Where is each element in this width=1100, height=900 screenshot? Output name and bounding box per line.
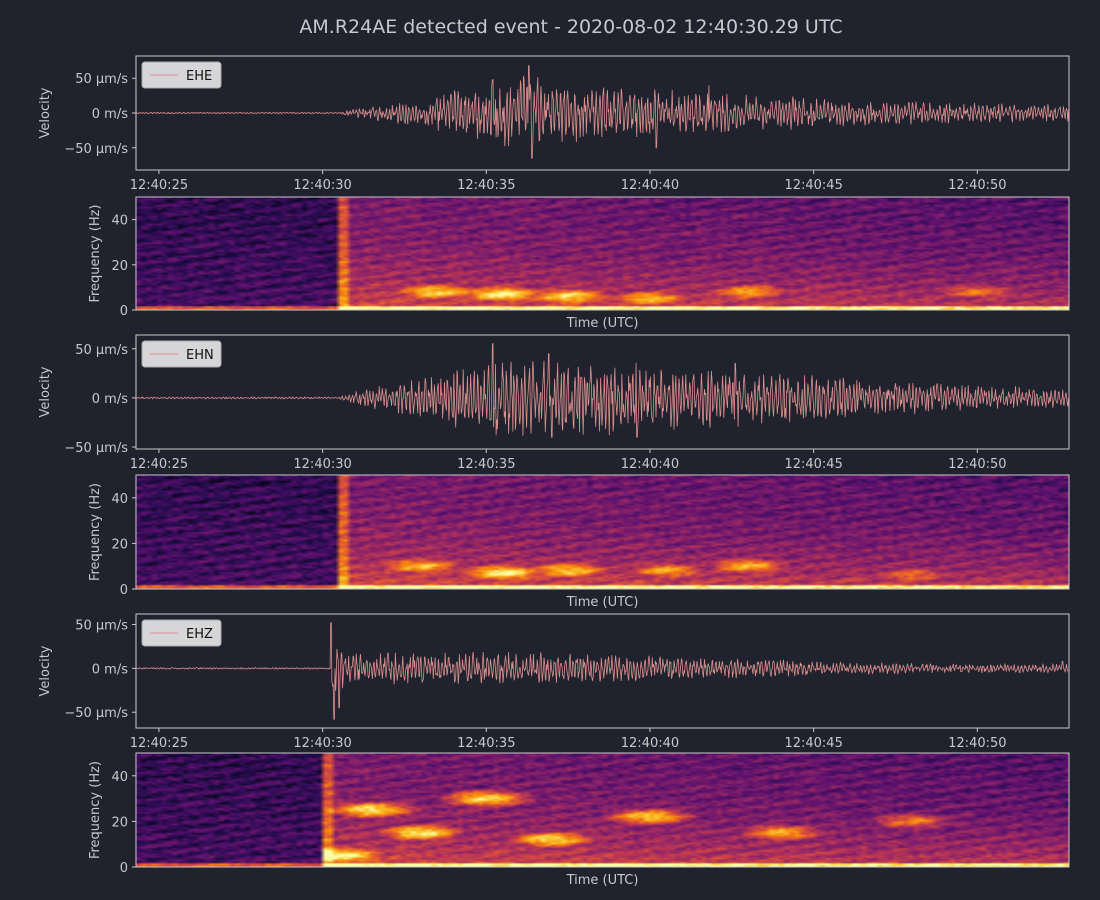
spectrogram-heatmap	[136, 475, 1069, 589]
spectrogram-heatmap	[136, 753, 1069, 867]
y-tick-label: −50 µm/s	[64, 142, 128, 157]
x-tick-label: 12:40:45	[784, 178, 842, 193]
y-axis-label: Frequency (Hz)	[88, 761, 103, 859]
legend-box	[141, 619, 222, 647]
y-tick-label: 40	[111, 492, 128, 507]
legend-label: EHN	[186, 348, 214, 363]
plot-frame	[135, 55, 1070, 171]
legend-box	[141, 61, 222, 89]
waveform-panel-ehz: Velocity 50 µm/s 0 m/s −50 µm/s12:40:25 12:4…	[38, 613, 1070, 751]
y-tick-label: 0	[120, 583, 128, 598]
x-tick-label: 12:40:30	[293, 736, 351, 751]
waveform-trace	[135, 65, 1070, 159]
waveform-panel-ehe: Velocity 50 µm/s 0 m/s −50 µm/s 12:40:25 12:4…	[38, 55, 1070, 193]
x-axis-label: Time (UTC)	[566, 873, 639, 888]
legend: EHN	[141, 340, 222, 368]
y-tick-label: −50 µm/s	[64, 706, 128, 721]
y-tick-label: 0 m/s	[92, 392, 128, 407]
y-tick-label: 20	[111, 537, 128, 552]
x-axis-label: Time (UTC)	[566, 316, 639, 331]
x-tick-label: 12:40:50	[948, 457, 1006, 472]
legend-label: EHE	[186, 69, 212, 84]
x-axis-label: Time (UTC)	[566, 595, 639, 610]
y-tick-label: 0	[120, 304, 128, 319]
waveform-trace	[135, 343, 1070, 438]
y-tick-label: 40	[111, 770, 128, 785]
spectrogram-panel-ehn: Frequency (Hz) 0 20 40 Time (UTC)	[88, 474, 1070, 610]
spectrogram-panel-ehe: Frequency (Hz) 0 20 40 Time (UTC)	[88, 196, 1070, 331]
legend: EHE	[141, 61, 222, 89]
y-axis-label: Velocity	[38, 87, 53, 138]
y-tick-label: 40	[111, 214, 128, 229]
y-tick-label: 20	[111, 815, 128, 830]
plot-frame	[135, 474, 1070, 590]
x-tick-label: 12:40:35	[457, 457, 515, 472]
spectrogram-heatmap	[136, 197, 1069, 310]
x-tick-label: 12:40:50	[948, 178, 1006, 193]
y-axis-label: Velocity	[38, 366, 53, 417]
spectrogram-panel-ehz: Frequency (Hz) 0 20 40 Time (UTC)	[88, 752, 1070, 888]
x-tick-label: 12:40:25	[130, 736, 188, 751]
x-tick-label: 12:40:35	[457, 178, 515, 193]
y-tick-label: 50 µm/s	[75, 619, 128, 634]
x-tick-label: 12:40:40	[621, 736, 679, 751]
x-tick-label: 12:40:25	[130, 178, 188, 193]
waveform-trace	[135, 622, 1070, 720]
figure-title: AM.R24AE detected event - 2020-08-02 12:…	[299, 16, 842, 38]
waveform-panel-ehn: Velocity 50 µm/s 0 m/s −50 µm/s12:40:25 12:4…	[38, 334, 1070, 472]
x-tick-label: 12:40:30	[293, 457, 351, 472]
y-tick-label: 0	[120, 861, 128, 876]
y-axis-label: Velocity	[38, 645, 53, 696]
x-tick-label: 12:40:45	[784, 457, 842, 472]
y-tick-label: 50 µm/s	[75, 343, 128, 358]
x-tick-label: 12:40:45	[784, 736, 842, 751]
x-tick-label: 12:40:30	[293, 178, 351, 193]
legend-label: EHZ	[186, 627, 213, 642]
y-axis-label: Frequency (Hz)	[88, 483, 103, 581]
y-tick-label: 0 m/s	[92, 662, 128, 677]
y-tick-label: 0 m/s	[92, 107, 128, 122]
y-tick-label: −50 µm/s	[64, 441, 128, 456]
plot-frame	[135, 752, 1070, 868]
plot-frame	[135, 196, 1070, 311]
plot-frame	[135, 334, 1070, 450]
x-tick-label: 12:40:50	[948, 736, 1006, 751]
legend: EHZ	[141, 619, 222, 647]
plot-frame	[135, 613, 1070, 729]
y-tick-label: 50 µm/s	[75, 72, 128, 87]
y-axis-label: Frequency (Hz)	[88, 204, 103, 302]
x-tick-label: 12:40:40	[621, 178, 679, 193]
legend-box	[141, 340, 222, 368]
x-tick-label: 12:40:40	[621, 457, 679, 472]
x-tick-label: 12:40:25	[130, 457, 188, 472]
y-tick-label: 20	[111, 259, 128, 274]
x-tick-label: 12:40:35	[457, 736, 515, 751]
